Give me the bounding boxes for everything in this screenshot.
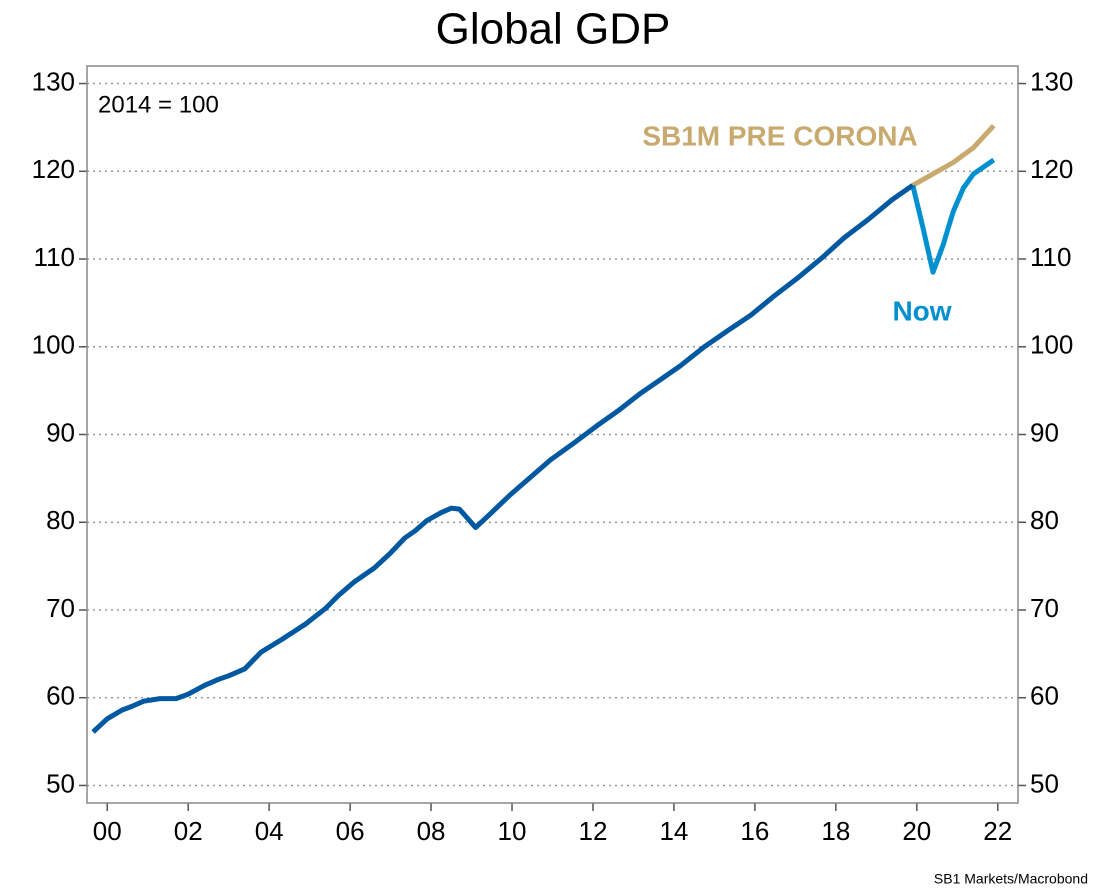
y-tick-label: 90 xyxy=(46,417,75,447)
y2-tick-label: 60 xyxy=(1030,681,1059,711)
line xyxy=(910,157,996,275)
y2-tick-label: 90 xyxy=(1030,417,1059,447)
y-tick-label: 60 xyxy=(46,681,75,711)
x-tick-label: 22 xyxy=(983,816,1012,846)
y2-tick-label: 50 xyxy=(1030,768,1059,798)
x-tick-label: 00 xyxy=(93,816,122,846)
y-tick-label: 110 xyxy=(34,242,75,272)
y-tick-label: 100 xyxy=(32,330,75,360)
y-tick-label: 120 xyxy=(32,154,75,184)
x-tick-label: 16 xyxy=(740,816,769,846)
y-tick-label: 130 xyxy=(32,66,75,96)
y2-tick-label: 80 xyxy=(1030,505,1059,535)
x-tick-label: 12 xyxy=(579,816,608,846)
y2-tick-label: 70 xyxy=(1030,593,1059,623)
series-label: Now xyxy=(892,295,951,326)
y-tick-label: 70 xyxy=(46,593,75,623)
y2-tick-label: 120 xyxy=(1030,154,1073,184)
line xyxy=(91,183,915,734)
x-tick-label: 20 xyxy=(902,816,931,846)
y2-tick-label: 130 xyxy=(1030,66,1073,96)
x-tick-label: 02 xyxy=(174,816,203,846)
x-tick-label: 14 xyxy=(659,816,688,846)
y2-tick-label: 100 xyxy=(1030,330,1073,360)
y-tick-label: 50 xyxy=(46,768,75,798)
series-label: SB1M PRE CORONA xyxy=(642,120,917,151)
annotation: 2014 = 100 xyxy=(98,91,219,118)
x-tick-label: 10 xyxy=(498,816,527,846)
x-tick-label: 08 xyxy=(417,816,446,846)
x-tick-label: 04 xyxy=(255,816,284,846)
plot-frame xyxy=(86,65,1019,804)
source: SB1 Markets/Macrobond xyxy=(934,871,1088,887)
x-tick-label: 06 xyxy=(336,816,365,846)
y2-tick-label: 110 xyxy=(1030,242,1071,272)
x-tick-label: 18 xyxy=(821,816,850,846)
chart-title: Global GDP xyxy=(436,5,671,54)
y-tick-label: 80 xyxy=(46,505,75,535)
line xyxy=(911,124,996,188)
